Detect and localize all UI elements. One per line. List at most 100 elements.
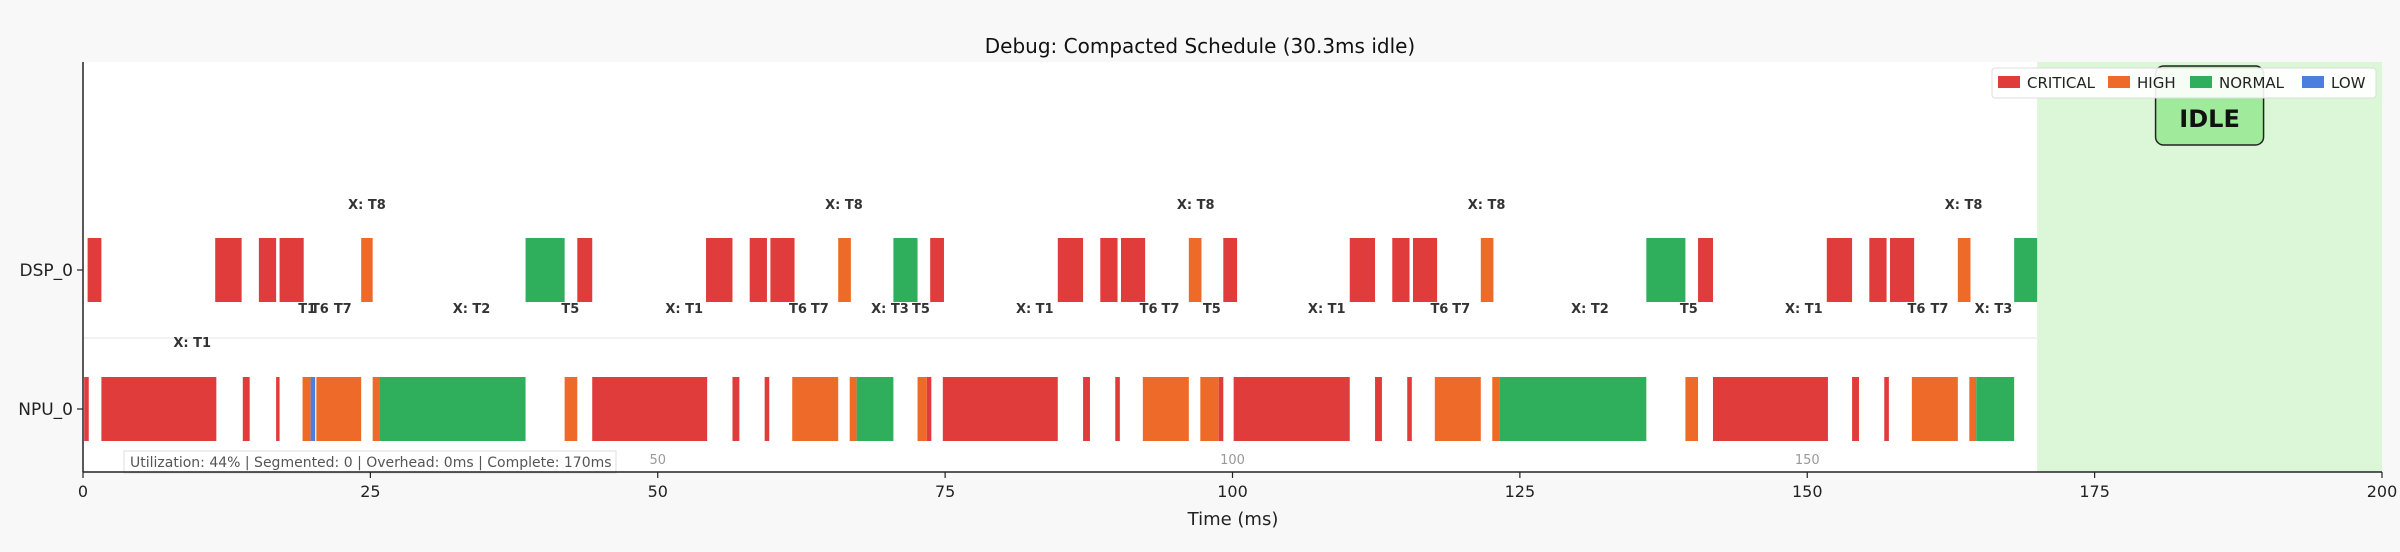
idle-label: IDLE xyxy=(2179,105,2240,133)
segment-high xyxy=(316,377,362,441)
schedule-segments xyxy=(84,238,2038,441)
legend-item-normal: NORMAL xyxy=(2190,74,2285,92)
segment-high xyxy=(1492,377,1500,441)
task-annotation: X: T3 xyxy=(1975,302,2013,317)
segment-critical xyxy=(749,238,767,302)
legend-frame xyxy=(1991,67,2377,99)
segment-critical xyxy=(930,238,944,302)
segment-high xyxy=(1969,377,1977,441)
segment-critical xyxy=(1057,238,1084,302)
segment-critical xyxy=(1869,238,1887,302)
segment-high xyxy=(564,377,578,441)
segment-critical xyxy=(1115,377,1120,441)
legend-item-critical: CRITICAL xyxy=(1998,74,2096,92)
task-annotation: X: T3 xyxy=(871,302,909,317)
segment-normal xyxy=(1499,377,1647,441)
segment-critical xyxy=(1233,377,1350,441)
segment-high xyxy=(838,238,851,302)
segment-critical xyxy=(279,238,304,302)
idle-region: IDLE xyxy=(2037,62,2382,472)
segment-high xyxy=(372,377,380,441)
task-annotation: T5 xyxy=(1680,302,1698,317)
legend-item-high: HIGH xyxy=(2108,74,2176,92)
x-tick-label: 50 xyxy=(648,482,668,501)
task-annotation: T6 xyxy=(789,302,807,317)
legend-swatch xyxy=(2108,76,2130,88)
segment-high xyxy=(1957,238,1971,302)
segment-critical xyxy=(592,377,708,441)
task-annotation: T7 xyxy=(1161,302,1179,317)
segment-high xyxy=(792,377,839,441)
task-annotation: T5 xyxy=(912,302,930,317)
x-axis-label: Time (ms) xyxy=(1187,509,1279,530)
segment-high xyxy=(917,377,927,441)
segment-critical xyxy=(770,238,795,302)
segment-critical xyxy=(258,238,277,302)
segment-critical xyxy=(1218,377,1224,441)
task-annotation: X: T8 xyxy=(348,198,386,213)
task-annotation: T7 xyxy=(334,302,352,317)
task-annotation: T6 xyxy=(311,302,329,317)
legend-label: HIGH xyxy=(2137,74,2176,92)
segment-critical xyxy=(764,377,770,441)
segment-critical xyxy=(1375,377,1382,441)
legend: CRITICAL HIGH NORMAL LOW xyxy=(1991,67,2377,99)
task-annotation: X: T2 xyxy=(1571,302,1609,317)
task-annotation: X: T1 xyxy=(1016,302,1054,317)
segment-critical xyxy=(577,238,593,302)
segment-normal xyxy=(2014,238,2038,302)
task-annotation: T7 xyxy=(1452,302,1470,317)
segment-normal xyxy=(856,377,894,441)
segment-high xyxy=(1142,377,1189,441)
segment-critical xyxy=(1884,377,1889,441)
segment-critical xyxy=(942,377,1058,441)
task-annotation: T6 xyxy=(1907,302,1925,317)
legend-label: NORMAL xyxy=(2219,74,2285,92)
segment-critical xyxy=(242,377,250,441)
x-tick-label: 175 xyxy=(2079,482,2110,501)
segment-critical xyxy=(1412,238,1438,302)
segment-critical xyxy=(1120,238,1146,302)
x-tick-label: 125 xyxy=(1505,482,1536,501)
segment-high xyxy=(302,377,311,441)
info-text: Utilization: 44% | Segmented: 0 | Overhe… xyxy=(130,455,612,471)
segment-critical xyxy=(1100,238,1118,302)
segment-critical xyxy=(926,377,932,441)
task-annotation: T7 xyxy=(811,302,829,317)
task-annotation: T1 xyxy=(298,302,316,317)
task-annotation: X: T8 xyxy=(1177,198,1215,213)
legend-swatch xyxy=(1998,76,2020,88)
mid-markers: 50 100 150 xyxy=(649,453,1819,468)
x-tick-label: 200 xyxy=(2367,482,2398,501)
segment-high xyxy=(1434,377,1481,441)
task-annotation: T7 xyxy=(1930,302,1948,317)
segment-high xyxy=(849,377,857,441)
x-tick-label: 0 xyxy=(78,482,88,501)
task-annotation: X: T1 xyxy=(173,336,211,351)
task-annotation: T6 xyxy=(1430,302,1448,317)
x-tick-label: 75 xyxy=(935,482,955,501)
y-tick-label: DSP_0 xyxy=(20,261,73,281)
segment-critical xyxy=(1698,238,1713,302)
segment-critical xyxy=(87,238,102,302)
segment-critical xyxy=(1890,238,1915,302)
segment-high xyxy=(1685,377,1699,441)
segment-critical xyxy=(1712,377,1828,441)
legend-label: CRITICAL xyxy=(2027,74,2096,92)
segment-normal xyxy=(379,377,526,441)
segment-high xyxy=(361,238,373,302)
segment-critical xyxy=(1392,238,1410,302)
segment-critical xyxy=(1083,377,1090,441)
segment-normal xyxy=(1646,238,1686,302)
segment-critical xyxy=(1826,238,1853,302)
segment-critical xyxy=(1852,377,1859,441)
segment-critical xyxy=(215,238,242,302)
mid-marker-label: 50 xyxy=(649,453,666,468)
legend-label: LOW xyxy=(2331,74,2366,92)
legend-swatch xyxy=(2302,76,2324,88)
segment-critical xyxy=(1407,377,1412,441)
segment-critical xyxy=(1223,238,1238,302)
mid-marker-label: 100 xyxy=(1220,453,1245,468)
